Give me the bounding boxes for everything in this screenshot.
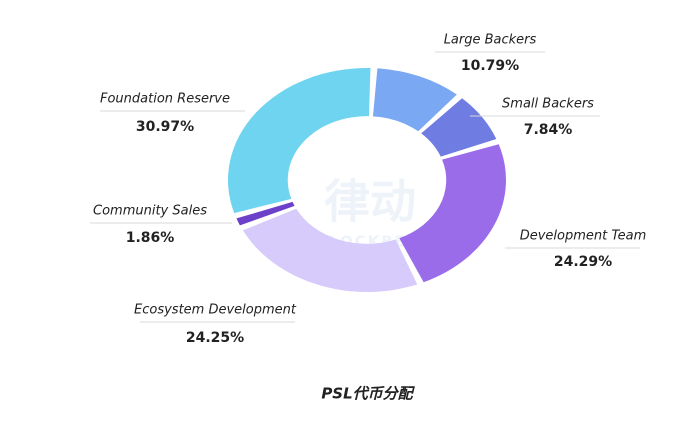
category-label: Development Team: [520, 229, 647, 244]
value-label: 30.97%: [136, 119, 194, 135]
value-label: 24.25%: [186, 330, 244, 346]
value-label: 24.29%: [554, 254, 612, 270]
category-label: Small Backers: [502, 97, 594, 112]
donut-segment: [372, 68, 457, 132]
value-label: 1.86%: [126, 230, 175, 246]
donut-segment: [228, 68, 371, 214]
value-label: 7.84%: [524, 122, 573, 138]
category-label: Large Backers: [444, 33, 537, 48]
category-label: Foundation Reserve: [100, 92, 230, 107]
donut-segment: [242, 208, 418, 292]
chart-title: PSL代币分配: [321, 385, 415, 403]
category-label: Community Sales: [93, 204, 207, 219]
donut-segment: [236, 201, 295, 226]
category-label: Ecosystem Development: [134, 303, 297, 318]
donut-segment: [399, 144, 506, 283]
value-label: 10.79%: [461, 58, 519, 74]
watermark: 律动: [324, 175, 416, 229]
donut-segment: [421, 98, 497, 157]
